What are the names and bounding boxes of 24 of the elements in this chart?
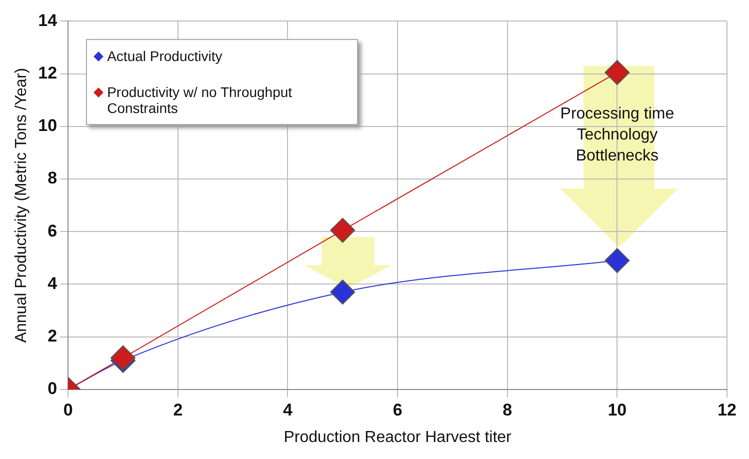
point [604, 60, 630, 85]
x-tick-label: 4 [283, 400, 294, 420]
x-tick-label: 0 [63, 400, 73, 420]
legend-label: Actual Productivity [107, 48, 222, 64]
x-axis-title: Production Reactor Harvest titer [284, 428, 512, 446]
legend-label: Productivity w/ no Throughput Constraints [107, 84, 294, 116]
x-tick-label: 2 [173, 400, 183, 420]
y-tick-label: 8 [48, 168, 58, 188]
y-tick-label: 10 [38, 116, 58, 136]
y-axis-title: Annual Productivity (Metric Tons /Year) [13, 68, 30, 343]
y-tick-label: 6 [48, 221, 58, 240]
point [330, 218, 356, 243]
y-tick-label: 4 [48, 274, 58, 293]
y-tick-label: 2 [48, 326, 58, 346]
y-tick-label: 0 [48, 379, 58, 398]
point [604, 248, 630, 274]
x-tick-label: 12 [718, 400, 736, 420]
y-tick-label: 12 [38, 63, 58, 82]
point [330, 280, 356, 305]
y-tick-label: 14 [38, 10, 58, 30]
x-tick-label: 8 [502, 400, 512, 420]
annotation: Processing time Technology Bottlenecks [560, 106, 674, 165]
x-tick-label: 10 [608, 400, 627, 420]
x-tick-label: 6 [392, 400, 402, 420]
